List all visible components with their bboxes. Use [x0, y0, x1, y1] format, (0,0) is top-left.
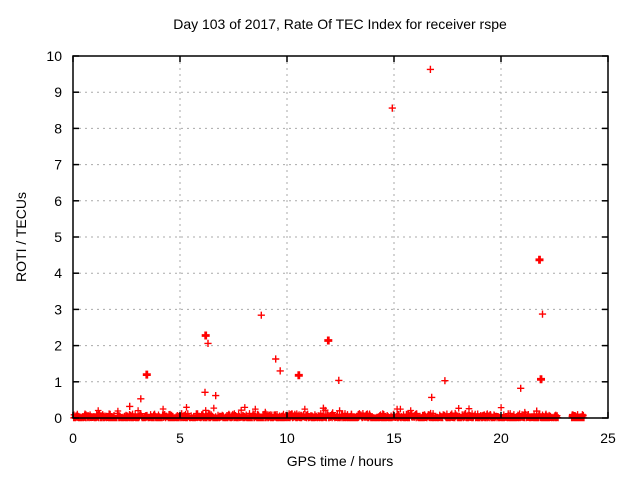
y-tick-label: 5: [54, 229, 62, 245]
y-tick-label: 0: [54, 410, 62, 426]
data-points: [70, 65, 588, 422]
plot-border-and-ticks: [72, 55, 609, 419]
x-tick-label: 15: [386, 430, 402, 446]
y-tick-label: 7: [54, 157, 62, 173]
y-tick-label: 1: [54, 374, 62, 390]
outlier-points-bold: [142, 255, 545, 384]
y-tick-label: 6: [54, 193, 62, 209]
y-axis-label: ROTI / TECUs: [13, 192, 29, 282]
plot-border: [72, 55, 609, 419]
y-tick-label: 4: [54, 265, 62, 281]
tick-labels: 0 5 10 15 20 25 0 1 2 3 4 5 6 7 8 9 10: [46, 48, 616, 446]
outlier-points: [126, 65, 547, 415]
y-tick-label: 8: [54, 120, 62, 136]
x-tick-label: 0: [69, 430, 77, 446]
x-tick-label: 20: [493, 430, 509, 446]
gridlines: [73, 56, 608, 418]
x-axis-label: GPS time / hours: [287, 453, 394, 469]
y-tick-label: 2: [54, 338, 62, 354]
y-tick-label: 3: [54, 301, 62, 317]
x-tick-label: 10: [279, 430, 295, 446]
y-tick-label: 10: [46, 48, 62, 64]
y-tick-label: 9: [54, 84, 62, 100]
x-tick-label: 5: [176, 430, 184, 446]
chart-title: Day 103 of 2017, Rate Of TEC Index for r…: [173, 16, 507, 32]
x-tick-label: 25: [600, 430, 616, 446]
